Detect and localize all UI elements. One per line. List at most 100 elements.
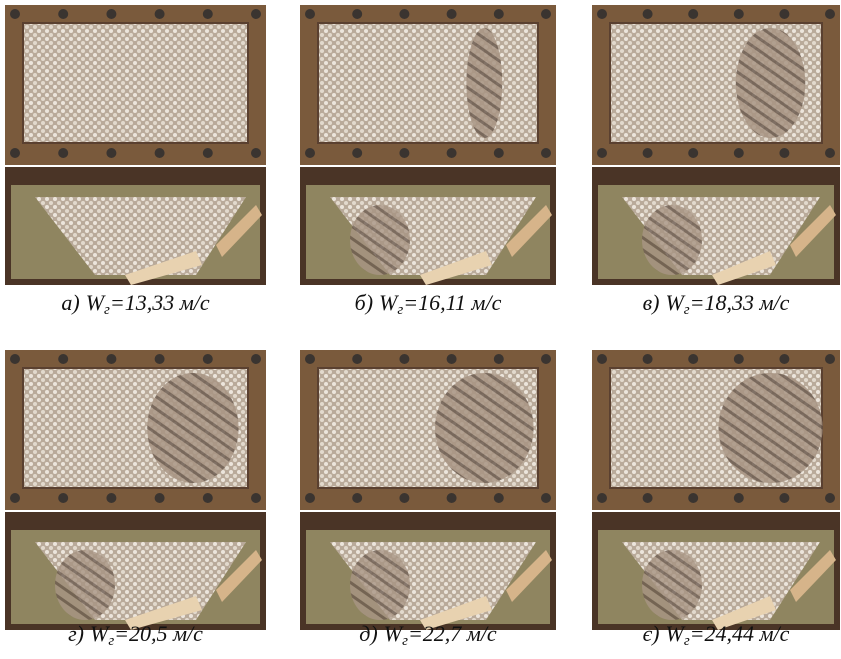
bolt (58, 354, 68, 364)
caption-letter: є) (643, 621, 660, 646)
caption: а)Wг=13,33 м/с (61, 290, 210, 318)
bolt (494, 354, 504, 364)
bolt (155, 493, 165, 503)
bolt (106, 148, 116, 158)
bolt (597, 9, 607, 19)
bolt (447, 148, 457, 158)
flow-zone (147, 373, 238, 483)
bolt (541, 493, 551, 503)
caption-letter: в) (643, 290, 660, 315)
bolt (447, 493, 457, 503)
bolt (688, 148, 698, 158)
bolt (352, 354, 362, 364)
bolt (399, 493, 409, 503)
caption: б)Wг=16,11 м/с (355, 290, 502, 318)
bolt (352, 493, 362, 503)
caption-symbol: W (86, 290, 106, 315)
bolt (643, 354, 653, 364)
caption: є)Wг=24,44 м/с (643, 621, 790, 649)
caption-value: =22,7 м/с (408, 621, 497, 646)
glass (318, 23, 538, 143)
bolt (106, 493, 116, 503)
bolt (251, 148, 261, 158)
bolt (688, 354, 698, 364)
photo (592, 5, 840, 285)
bolt (155, 354, 165, 364)
flow-zone (718, 373, 822, 483)
caption-letter: д) (359, 621, 377, 646)
bolt (106, 9, 116, 19)
bolt (779, 9, 789, 19)
bolt (734, 493, 744, 503)
caption-symbol: W (90, 621, 110, 646)
caption-symbol: W (384, 621, 404, 646)
flow-zone (350, 550, 410, 620)
flow-zone (350, 205, 410, 275)
bolt (597, 493, 607, 503)
caption-symbol: W (379, 290, 399, 315)
glass (23, 23, 248, 143)
bolt (58, 148, 68, 158)
photo (300, 5, 556, 285)
photo (5, 5, 266, 285)
bolt (643, 493, 653, 503)
caption-value: =24,44 м/с (690, 621, 790, 646)
bolt (399, 148, 409, 158)
bolt (825, 354, 835, 364)
bolt (58, 9, 68, 19)
bolt (779, 354, 789, 364)
bolt (10, 354, 20, 364)
bolt (203, 354, 213, 364)
bolt (779, 148, 789, 158)
caption-letter: б) (355, 290, 373, 315)
bolt (688, 493, 698, 503)
flow-zone (55, 550, 115, 620)
bolt (352, 148, 362, 158)
bolt (541, 9, 551, 19)
photo (300, 350, 556, 630)
bolt (251, 354, 261, 364)
bolt (203, 148, 213, 158)
bolt (447, 354, 457, 364)
bolt (251, 9, 261, 19)
photo (5, 350, 266, 630)
flow-zone (435, 373, 534, 483)
photo (592, 350, 840, 630)
caption-value: =16,11 м/с (403, 290, 501, 315)
bolt (352, 9, 362, 19)
bolt (825, 9, 835, 19)
bolt (203, 493, 213, 503)
caption-symbol: W (665, 290, 685, 315)
bolt (643, 9, 653, 19)
bolt (305, 148, 315, 158)
flow-zone (642, 205, 702, 275)
bolt (494, 148, 504, 158)
bolt (541, 148, 551, 158)
bolt (10, 9, 20, 19)
bolt (10, 148, 20, 158)
bolt (447, 9, 457, 19)
bolt (10, 493, 20, 503)
bolt (203, 9, 213, 19)
bolt (251, 493, 261, 503)
flow-zone (642, 550, 702, 620)
flow-zone (736, 28, 805, 138)
bolt (106, 354, 116, 364)
bolt (494, 493, 504, 503)
bolt (494, 9, 504, 19)
bolt (779, 493, 789, 503)
bolt (399, 9, 409, 19)
caption: в)Wг=18,33 м/с (643, 290, 790, 318)
caption-value: =13,33 м/с (110, 290, 210, 315)
caption-symbol: W (665, 621, 685, 646)
bolt (541, 354, 551, 364)
bolt (305, 493, 315, 503)
bolt (597, 354, 607, 364)
caption-value: =18,33 м/с (690, 290, 790, 315)
bolt (305, 354, 315, 364)
bolt (825, 148, 835, 158)
bolt (305, 9, 315, 19)
bolt (734, 9, 744, 19)
bolt (825, 493, 835, 503)
bolt (155, 9, 165, 19)
